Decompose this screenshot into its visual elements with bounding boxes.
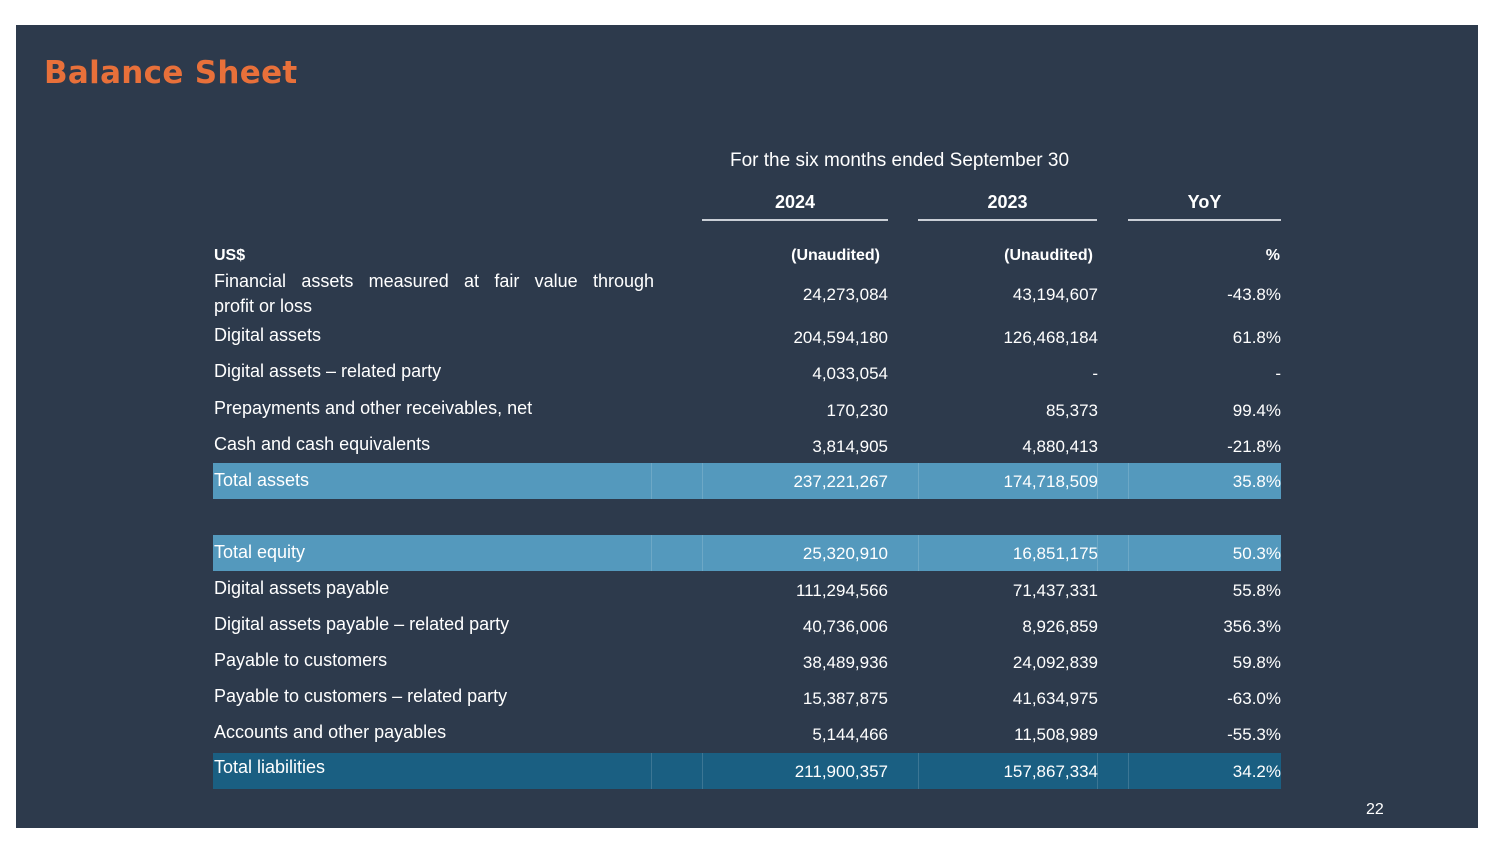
row-value-yoy: 99.4%: [1232, 401, 1281, 420]
row-value-2024: 25,320,910: [802, 544, 888, 563]
row-value-2023: 126,468,184: [1003, 328, 1098, 347]
row-value-yoy: -63.0%: [1227, 689, 1281, 708]
row-label: Payable to customers – related party: [214, 686, 508, 706]
row-value-yoy: -43.8%: [1227, 285, 1281, 304]
column-header-2023: 2023: [918, 192, 1097, 221]
row-value-2023: 11,508,989: [1014, 725, 1098, 744]
row-value-yoy: -: [1275, 364, 1281, 383]
row-value-2024: 4,033,054: [812, 364, 888, 383]
table-row: Digital assets payable 111,294,566 71,43…: [213, 577, 1281, 613]
row-value-2024: 40,736,006: [802, 617, 888, 636]
total-assets-row: Total assets 237,221,267 174,718,509 35.…: [213, 463, 1281, 499]
row-label: Accounts and other payables: [214, 722, 447, 742]
row-value-2024: 38,489,936: [802, 653, 888, 672]
slide-title: Balance Sheet: [44, 55, 298, 91]
row-value-2023: 85,373: [1046, 401, 1098, 420]
row-value-2023: 174,718,509: [1003, 472, 1098, 491]
table-row: Prepayments and other receivables, net 1…: [213, 398, 1281, 434]
table-row: Accounts and other payables 5,144,466 11…: [213, 722, 1281, 758]
row-value-yoy: -55.3%: [1227, 725, 1281, 744]
row-value-yoy: -21.8%: [1227, 437, 1281, 456]
row-value-yoy: 50.3%: [1232, 544, 1281, 563]
row-value-2024: 3,814,905: [812, 437, 888, 456]
total-liabilities-row: Total liabilities 211,900,357 157,867,33…: [213, 753, 1281, 789]
row-value-2024: 211,900,357: [794, 762, 888, 781]
row-label: Digital assets payable – related party: [214, 614, 510, 634]
row-value-2024: 204,594,180: [793, 328, 888, 347]
table-row: Digital assets – related party 4,033,054…: [213, 361, 1281, 397]
row-label: Payable to customers: [214, 650, 388, 670]
row-value-2023: 24,092,839: [1012, 653, 1098, 672]
unit-2024: (Unaudited): [791, 247, 880, 264]
row-label: Total equity: [214, 542, 306, 562]
row-value-2024: 111,294,566: [795, 581, 888, 600]
row-value-2024: 15,387,875: [802, 689, 888, 708]
unit-row: US$ (Unaudited) (Unaudited) %: [16, 247, 1478, 267]
row-value-2023: 16,851,175: [1012, 544, 1098, 563]
row-value-yoy: 35.8%: [1232, 472, 1281, 491]
unit-label: US$: [214, 247, 246, 264]
row-value-yoy: 55.8%: [1232, 581, 1281, 600]
total-equity-row: Total equity 25,320,910 16,851,175 50.3%: [213, 535, 1281, 571]
row-label: Digital assets payable: [214, 578, 390, 598]
slide: Balance Sheet For the six months ended S…: [16, 25, 1478, 828]
row-value-yoy: 34.2%: [1232, 762, 1281, 781]
row-value-2024: 237,221,267: [793, 472, 888, 491]
table-row: Payable to customers 38,489,936 24,092,8…: [213, 649, 1281, 685]
row-value-2023: 8,926,859: [1022, 617, 1098, 636]
table-row: Payable to customers – related party 15,…: [213, 685, 1281, 721]
row-label: Prepayments and other receivables, net: [214, 398, 533, 418]
row-value-2024: 170,230: [826, 401, 888, 420]
table-row: Digital assets payable – related party 4…: [213, 613, 1281, 649]
unit-2023: (Unaudited): [1004, 247, 1093, 264]
column-header-yoy: YoY: [1128, 192, 1281, 221]
row-value-2024: 5,144,466: [812, 725, 888, 744]
page-number: 22: [1366, 801, 1384, 818]
unit-yoy: %: [1265, 247, 1280, 264]
row-label-line1: Financial assets measured at fair value …: [214, 271, 654, 291]
column-header-2024: 2024: [702, 192, 888, 221]
row-value-yoy: 61.8%: [1232, 328, 1281, 347]
row-label: Digital assets: [214, 325, 322, 345]
row-value-2023: 4,880,413: [1022, 437, 1098, 456]
row-label: Cash and cash equivalents: [214, 434, 431, 454]
period-caption: For the six months ended September 30: [729, 150, 1070, 171]
row-value-yoy: 356.3%: [1223, 617, 1281, 636]
table-row: Cash and cash equivalents 3,814,905 4,88…: [213, 434, 1281, 470]
row-value-2023: 41,634,975: [1012, 689, 1098, 708]
row-label: Digital assets – related party: [214, 361, 442, 381]
row-value-yoy: 59.8%: [1232, 653, 1281, 672]
row-label: Total assets: [214, 470, 310, 490]
row-value-2023: -: [1092, 364, 1098, 383]
row-label-line2: profit or loss: [214, 296, 313, 316]
row-value-2023: 157,867,334: [1003, 762, 1098, 781]
table-row: Financial assets measured at fair value …: [213, 271, 1281, 321]
row-value-2024: 24,273,084: [802, 285, 888, 304]
row-value-2023: 71,437,331: [1012, 581, 1098, 600]
table-row: Digital assets 204,594,180 126,468,184 6…: [213, 325, 1281, 361]
row-label: Total liabilities: [214, 757, 326, 777]
row-value-2023: 43,194,607: [1012, 285, 1098, 304]
